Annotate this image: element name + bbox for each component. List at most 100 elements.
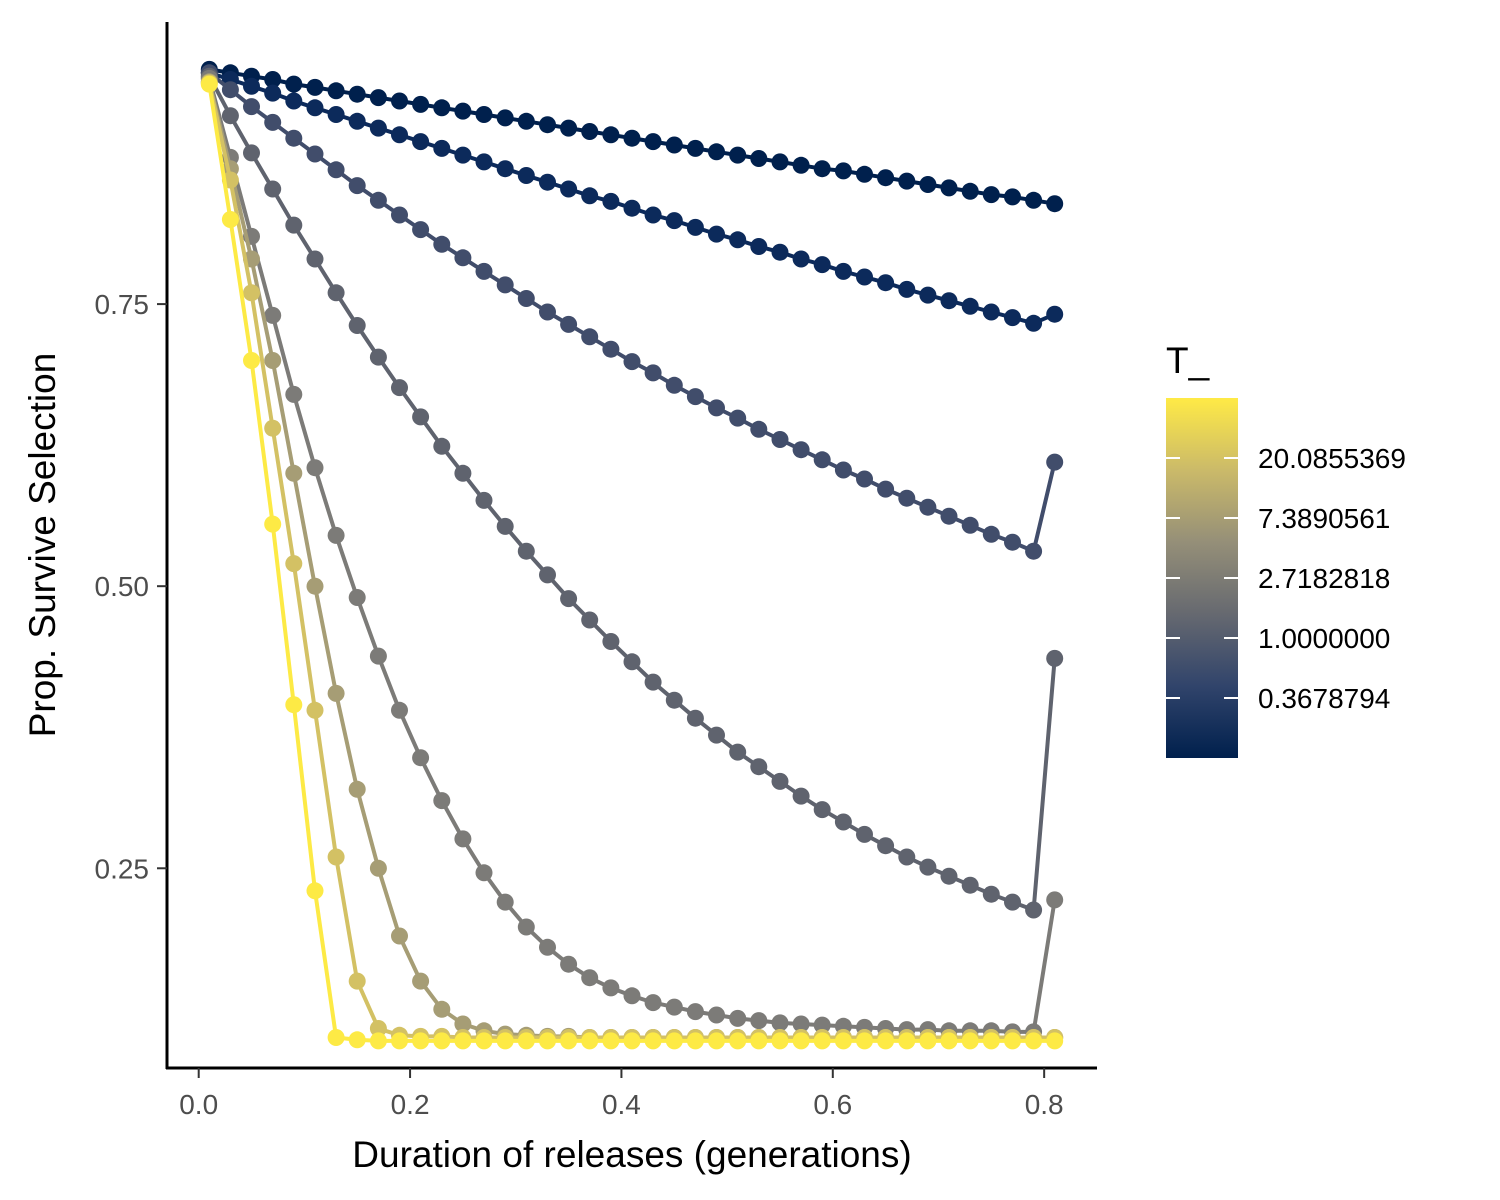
- data-point: [792, 1032, 810, 1050]
- data-point: [961, 297, 979, 315]
- legend: T_ 0.3678794 1.0000000 2.7182818 7.3890561 2…: [1166, 340, 1406, 758]
- data-point: [539, 566, 556, 584]
- data-point: [771, 1032, 789, 1050]
- data-point: [348, 177, 366, 195]
- data-point: [834, 162, 852, 180]
- data-point: [412, 133, 430, 151]
- data-point: [433, 1032, 451, 1050]
- data-point: [771, 243, 789, 261]
- data-point: [771, 1014, 789, 1032]
- data-point: [771, 153, 789, 171]
- data-point: [221, 81, 239, 99]
- data-point: [475, 153, 493, 171]
- data-point: [496, 1032, 514, 1050]
- data-point: [982, 186, 1000, 204]
- data-point: [369, 1020, 387, 1037]
- data-point: [1004, 893, 1021, 911]
- series-5: [200, 73, 1064, 1046]
- data-point: [813, 1032, 831, 1050]
- data-point: [940, 507, 958, 525]
- data-point: [496, 109, 514, 127]
- data-point: [644, 206, 662, 224]
- data-point: [454, 146, 472, 164]
- data-point: [834, 1032, 852, 1050]
- data-point: [200, 75, 218, 93]
- y-axis-title: Prop. Survive Selection: [22, 353, 63, 738]
- data-point: [1046, 453, 1064, 471]
- data-point: [877, 274, 895, 292]
- data-point: [792, 250, 810, 268]
- data-point: [961, 182, 979, 200]
- data-point: [940, 292, 958, 310]
- data-point: [898, 280, 916, 298]
- data-point: [771, 772, 789, 790]
- data-point: [306, 145, 324, 163]
- data-point: [940, 179, 958, 197]
- data-point: [327, 106, 345, 123]
- ticks-layer: 0.0 0.2 0.4 0.6 0.8 0.25 0.50 0.75: [95, 289, 1064, 1120]
- data-point: [517, 112, 535, 130]
- data-point: [496, 160, 514, 178]
- x-tick-label: 0.4: [602, 1089, 641, 1120]
- data-point: [1046, 1032, 1064, 1050]
- data-point: [665, 136, 683, 154]
- data-point: [792, 156, 810, 174]
- legend-breaks: 0.3678794 1.0000000 2.7182818 7.3890561 20.0…: [1166, 443, 1406, 714]
- data-point: [412, 749, 430, 767]
- data-point: [327, 284, 345, 302]
- data-point: [327, 526, 345, 544]
- data-point: [243, 98, 260, 116]
- data-point: [348, 317, 366, 334]
- data-point: [581, 187, 599, 205]
- data-point: [539, 116, 556, 134]
- data-point: [813, 801, 831, 819]
- data-point: [1004, 533, 1021, 551]
- data-point: [708, 399, 725, 417]
- data-point: [285, 216, 303, 234]
- data-point: [433, 235, 451, 253]
- series-0: [200, 60, 1064, 213]
- data-point: [982, 525, 1000, 543]
- data-point: [581, 611, 599, 629]
- data-point: [665, 376, 683, 394]
- data-point: [708, 726, 725, 744]
- data-point: [602, 979, 620, 997]
- data-point: [623, 1032, 641, 1050]
- data-point: [285, 75, 303, 93]
- data-point: [856, 268, 873, 286]
- data-point: [348, 780, 366, 798]
- data-point: [1046, 891, 1064, 909]
- series-line-4: [207, 77, 1057, 1034]
- data-point: [792, 441, 810, 459]
- data-point: [792, 1015, 810, 1033]
- data-point: [264, 113, 282, 131]
- data-point: [940, 867, 958, 885]
- data-point: [877, 1032, 895, 1050]
- data-point: [539, 303, 556, 321]
- data-point: [877, 837, 895, 855]
- data-point: [391, 92, 408, 110]
- data-point: [1004, 188, 1021, 206]
- data-point: [602, 126, 620, 144]
- data-point: [834, 461, 852, 479]
- data-point: [412, 408, 430, 426]
- data-point: [729, 1032, 747, 1050]
- data-point: [454, 464, 472, 482]
- data-point: [686, 139, 704, 157]
- data-point: [1025, 1032, 1043, 1050]
- data-point: [1046, 195, 1064, 213]
- series-line-6: [207, 82, 1055, 1040]
- x-tick-label: 0.2: [391, 1089, 430, 1120]
- data-point: [560, 955, 578, 973]
- data-point: [264, 306, 282, 324]
- data-point: [686, 1003, 704, 1021]
- data-point: [961, 1032, 979, 1050]
- series-2: [200, 64, 1064, 560]
- data-point: [264, 71, 282, 88]
- data-point: [264, 84, 282, 102]
- data-point: [369, 348, 387, 366]
- data-point: [285, 92, 303, 110]
- data-point: [560, 590, 578, 608]
- data-point: [1046, 649, 1064, 667]
